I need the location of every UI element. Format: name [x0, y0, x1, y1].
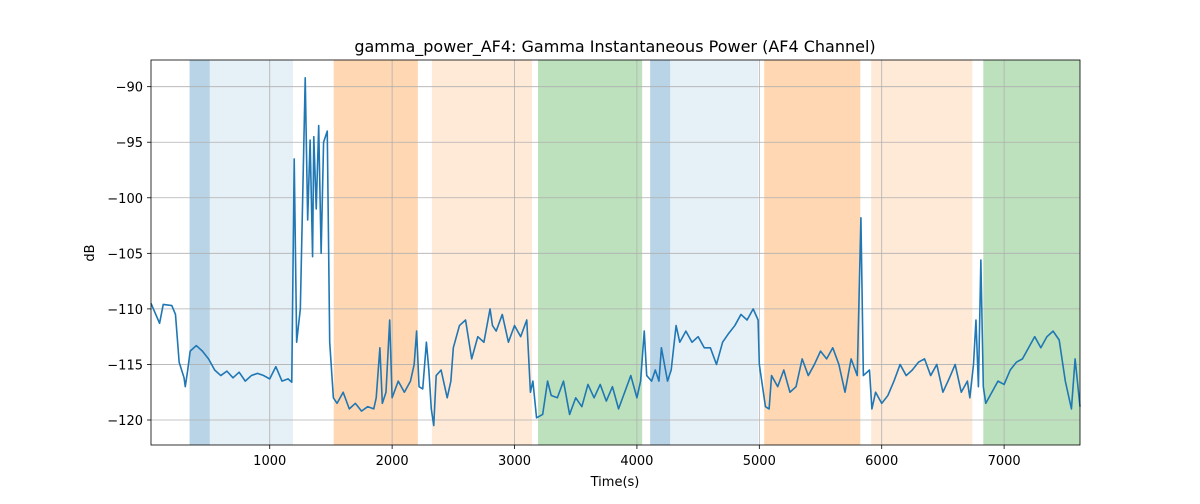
shaded-span	[871, 60, 973, 445]
shaded-span	[431, 60, 533, 445]
y-tick-label: −100	[107, 192, 143, 207]
x-tick-label: 1000	[253, 454, 286, 469]
shaded-span	[209, 60, 293, 445]
shaded-span	[670, 60, 759, 445]
shaded-span	[189, 60, 210, 445]
shaded-span	[983, 60, 1080, 445]
plot-frame	[150, 59, 1081, 446]
chart-title: gamma_power_AF4: Gamma Instantaneous Pow…	[354, 37, 875, 57]
y-tick-label: −110	[107, 303, 143, 318]
x-tick-label: 3000	[498, 454, 531, 469]
y-tick-label: −105	[107, 247, 143, 262]
y-tick-label: −90	[116, 81, 143, 96]
shaded-span	[538, 60, 643, 445]
x-tick-label: 4000	[620, 454, 653, 469]
y-axis-label: dB	[83, 244, 98, 261]
x-tick-label: 5000	[743, 454, 776, 469]
y-tick-label: −120	[107, 414, 143, 429]
x-tick-label: 2000	[376, 454, 409, 469]
y-tick-label: −115	[107, 358, 143, 373]
shaded-span	[333, 60, 418, 445]
x-tick-label: 7000	[988, 454, 1021, 469]
x-tick-label: 6000	[865, 454, 898, 469]
data-line	[150, 76, 1081, 427]
shaded-span	[650, 60, 671, 445]
y-tick-label: −95	[116, 136, 143, 151]
x-axis-label: Time(s)	[590, 475, 640, 490]
